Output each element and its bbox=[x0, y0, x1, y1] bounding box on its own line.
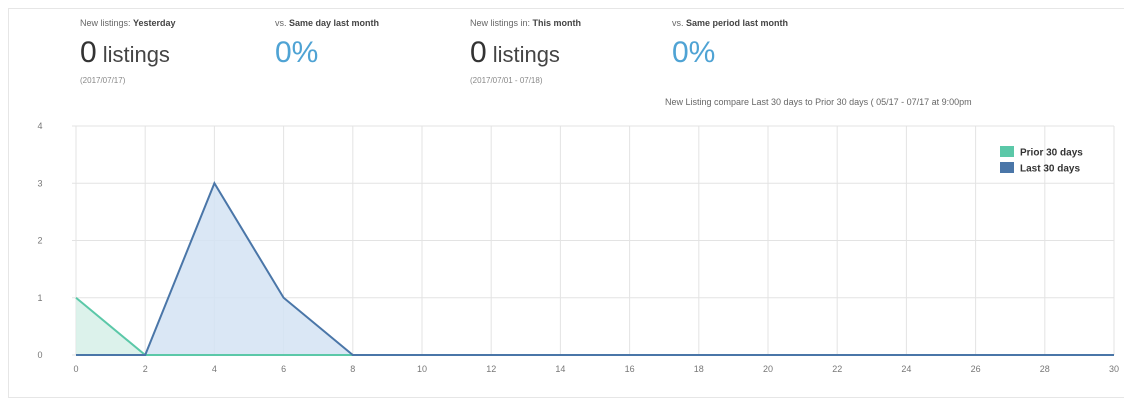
kpi-label-prefix: vs. bbox=[275, 18, 290, 28]
kpi-percent: 0% bbox=[275, 36, 319, 69]
y-tick-label: 0 bbox=[37, 350, 42, 360]
kpi-yesterday: New listings: Yesterday 0 listings (2017/… bbox=[80, 18, 176, 85]
kpi-label-prefix: New listings: bbox=[80, 18, 134, 28]
x-tick-label: 4 bbox=[212, 364, 217, 374]
kpi-label-bold: This month bbox=[532, 18, 582, 28]
x-tick-label: 18 bbox=[694, 364, 704, 374]
kpi-label: New listings in: This month bbox=[470, 18, 581, 28]
kpi-label-prefix: vs. bbox=[672, 18, 687, 28]
kpi-percent: 0% bbox=[672, 36, 716, 69]
x-tick-label: 2 bbox=[143, 364, 148, 374]
x-tick-label: 6 bbox=[281, 364, 286, 374]
series-area-2 bbox=[76, 183, 1114, 355]
x-tick-label: 8 bbox=[350, 364, 355, 374]
x-tick-label: 10 bbox=[417, 364, 427, 374]
legend-label: Last 30 days bbox=[1020, 164, 1080, 175]
kpi-value: 0 listings bbox=[470, 36, 581, 70]
kpi-same-day-last-month: vs. Same day last month 0% bbox=[275, 18, 379, 70]
legend-label: Prior 30 days bbox=[1020, 148, 1083, 159]
x-tick-label: 12 bbox=[486, 364, 496, 374]
legend-swatch bbox=[1000, 162, 1014, 173]
y-tick-label: 3 bbox=[37, 178, 42, 188]
kpi-date: (2017/07/17) bbox=[80, 76, 126, 85]
kpi-number: 0 bbox=[470, 36, 487, 69]
legend-swatch bbox=[1000, 146, 1014, 157]
kpi-label-prefix: New listings in: bbox=[470, 18, 533, 28]
x-tick-label: 14 bbox=[555, 364, 565, 374]
kpi-label: New listings: Yesterday bbox=[80, 18, 176, 28]
kpi-this-month: New listings in: This month 0 listings (2… bbox=[470, 18, 581, 85]
y-tick-label: 1 bbox=[37, 293, 42, 303]
series-line-2 bbox=[76, 181, 1114, 356]
kpi-label-bold: Yesterday bbox=[133, 18, 176, 28]
kpi-same-period-last-month: vs. Same period last month 0% bbox=[672, 18, 788, 70]
kpi-label-bold: Same period last month bbox=[686, 18, 789, 28]
kpi-value: 0 listings bbox=[80, 36, 176, 70]
x-tick-label: 16 bbox=[625, 364, 635, 374]
x-tick-label: 28 bbox=[1040, 364, 1050, 374]
x-tick-label: 30 bbox=[1109, 364, 1119, 374]
kpi-label: vs. Same day last month bbox=[275, 18, 379, 28]
compare-note: New Listing compare Last 30 days to Prio… bbox=[665, 97, 972, 107]
kpi-date: (2017/07/01 - 07/18) bbox=[470, 76, 543, 85]
kpi-label: vs. Same period last month bbox=[672, 18, 788, 28]
x-tick-label: 0 bbox=[73, 364, 78, 374]
x-tick-label: 24 bbox=[901, 364, 911, 374]
kpi-number: 0 bbox=[80, 36, 97, 69]
kpi-unit: listings bbox=[492, 42, 560, 67]
x-tick-label: 26 bbox=[971, 364, 981, 374]
x-tick-label: 20 bbox=[763, 364, 773, 374]
kpi-unit: listings bbox=[102, 42, 170, 67]
kpi-label-bold: Same day last month bbox=[289, 18, 380, 28]
y-tick-label: 2 bbox=[37, 236, 42, 246]
x-tick-label: 22 bbox=[832, 364, 842, 374]
y-tick-label: 4 bbox=[37, 121, 42, 131]
